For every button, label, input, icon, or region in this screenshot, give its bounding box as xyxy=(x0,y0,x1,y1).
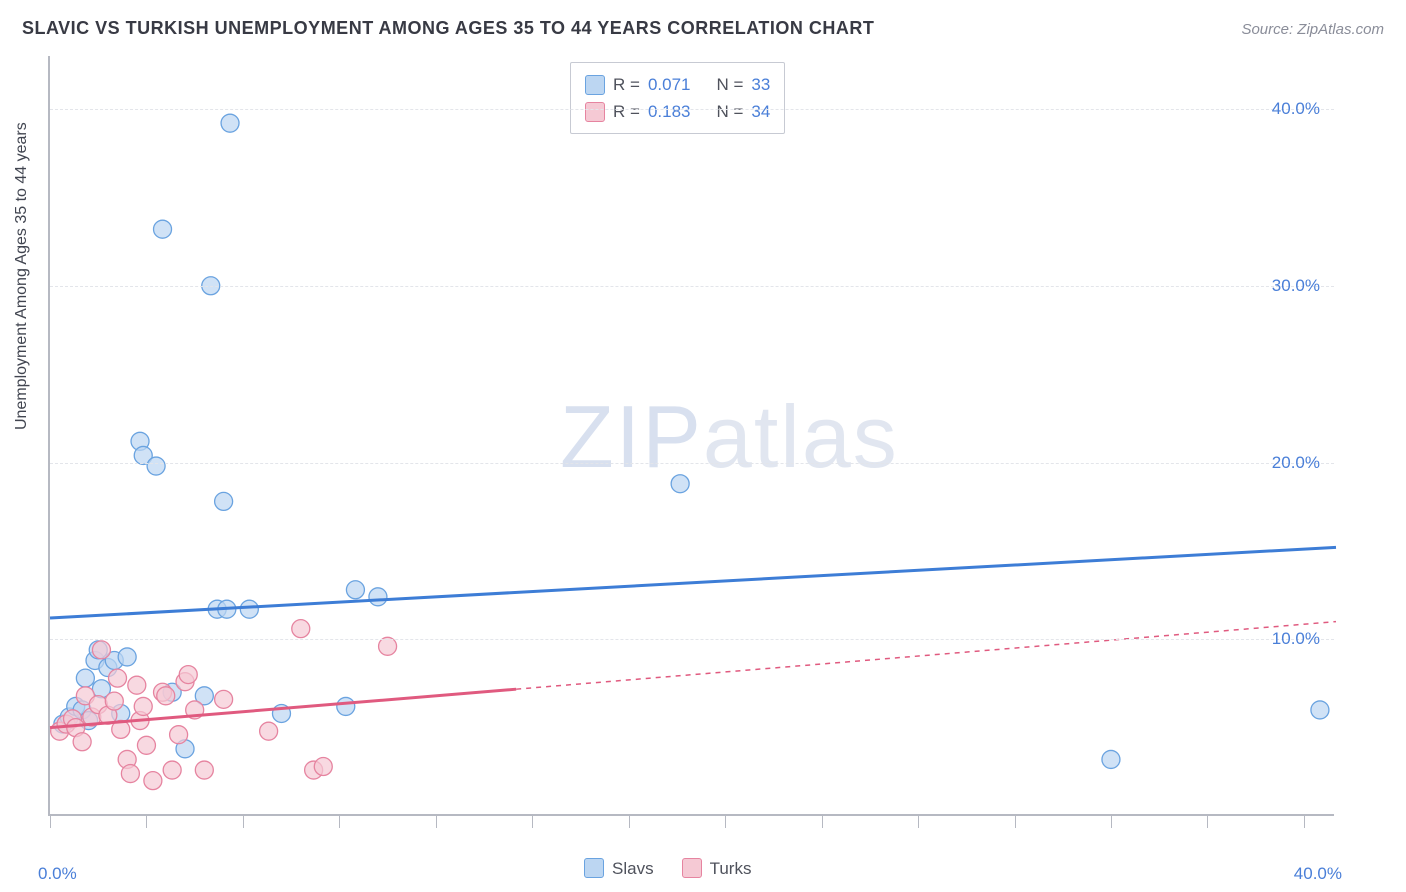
data-point xyxy=(137,736,155,754)
data-point xyxy=(76,669,94,687)
n-value: 34 xyxy=(751,98,770,125)
n-label: N = xyxy=(716,71,743,98)
plot-area: ZIPatlas R = 0.071 N = 33 R = 0.183 N = … xyxy=(48,56,1334,816)
data-point xyxy=(314,758,332,776)
gridline xyxy=(50,286,1334,287)
swatch-slavs xyxy=(584,858,604,878)
data-point xyxy=(157,687,175,705)
r-label: R = xyxy=(613,98,640,125)
data-point xyxy=(260,722,278,740)
legend-label: Slavs xyxy=(612,855,654,882)
data-point xyxy=(109,669,127,687)
data-point xyxy=(147,457,165,475)
chart-title: SLAVIC VS TURKISH UNEMPLOYMENT AMONG AGE… xyxy=(22,18,874,39)
data-point xyxy=(179,666,197,684)
data-point xyxy=(195,761,213,779)
y-tick-label: 20.0% xyxy=(1272,453,1320,473)
header: SLAVIC VS TURKISH UNEMPLOYMENT AMONG AGE… xyxy=(22,18,1384,39)
swatch-turks xyxy=(682,858,702,878)
data-point xyxy=(240,600,258,618)
scatter-plot-svg xyxy=(50,56,1334,814)
n-value: 33 xyxy=(751,71,770,98)
data-point xyxy=(346,581,364,599)
data-point xyxy=(118,648,136,666)
n-label: N = xyxy=(716,98,743,125)
legend-label: Turks xyxy=(710,855,752,882)
trend-line xyxy=(50,547,1336,618)
y-tick-label: 40.0% xyxy=(1272,99,1320,119)
data-point xyxy=(144,772,162,790)
legend-item: Slavs xyxy=(584,855,654,882)
trend-line-dashed xyxy=(516,622,1336,690)
gridline xyxy=(50,639,1334,640)
x-tick xyxy=(1015,816,1016,828)
x-tick xyxy=(1304,816,1305,828)
r-label: R = xyxy=(613,71,640,98)
x-tick-label-min: 0.0% xyxy=(38,864,77,884)
gridline xyxy=(50,463,1334,464)
x-tick xyxy=(1207,816,1208,828)
x-tick xyxy=(629,816,630,828)
data-point xyxy=(215,492,233,510)
stat-legend-row: R = 0.071 N = 33 xyxy=(585,71,770,98)
stat-legend-row: R = 0.183 N = 34 xyxy=(585,98,770,125)
data-point xyxy=(105,692,123,710)
data-point xyxy=(1311,701,1329,719)
data-point xyxy=(163,761,181,779)
x-tick xyxy=(146,816,147,828)
x-tick xyxy=(1111,816,1112,828)
x-tick xyxy=(532,816,533,828)
data-point xyxy=(671,475,689,493)
x-tick xyxy=(339,816,340,828)
data-point xyxy=(369,588,387,606)
x-tick xyxy=(436,816,437,828)
data-point xyxy=(121,765,139,783)
source-label: Source: ZipAtlas.com xyxy=(1241,21,1384,38)
data-point xyxy=(292,620,310,638)
data-point xyxy=(128,676,146,694)
y-tick-label: 30.0% xyxy=(1272,276,1320,296)
data-point xyxy=(337,697,355,715)
data-point xyxy=(92,641,110,659)
data-point xyxy=(134,697,152,715)
data-point xyxy=(1102,750,1120,768)
x-tick xyxy=(50,816,51,828)
x-tick-label-max: 40.0% xyxy=(1294,864,1342,884)
x-tick xyxy=(918,816,919,828)
data-point xyxy=(215,690,233,708)
r-value: 0.071 xyxy=(648,71,691,98)
stat-legend-box: R = 0.071 N = 33 R = 0.183 N = 34 xyxy=(570,62,785,134)
legend-item: Turks xyxy=(682,855,752,882)
swatch-turks xyxy=(585,102,605,122)
y-axis-label: Unemployment Among Ages 35 to 44 years xyxy=(13,122,31,430)
data-point xyxy=(170,726,188,744)
y-tick-label: 10.0% xyxy=(1272,629,1320,649)
chart-container: SLAVIC VS TURKISH UNEMPLOYMENT AMONG AGE… xyxy=(0,0,1406,892)
x-tick xyxy=(243,816,244,828)
data-point xyxy=(73,733,91,751)
swatch-slavs xyxy=(585,75,605,95)
r-value: 0.183 xyxy=(648,98,691,125)
x-tick xyxy=(725,816,726,828)
data-point xyxy=(154,220,172,238)
series-legend: Slavs Turks xyxy=(584,855,751,882)
data-point xyxy=(221,114,239,132)
x-tick xyxy=(822,816,823,828)
gridline xyxy=(50,109,1334,110)
